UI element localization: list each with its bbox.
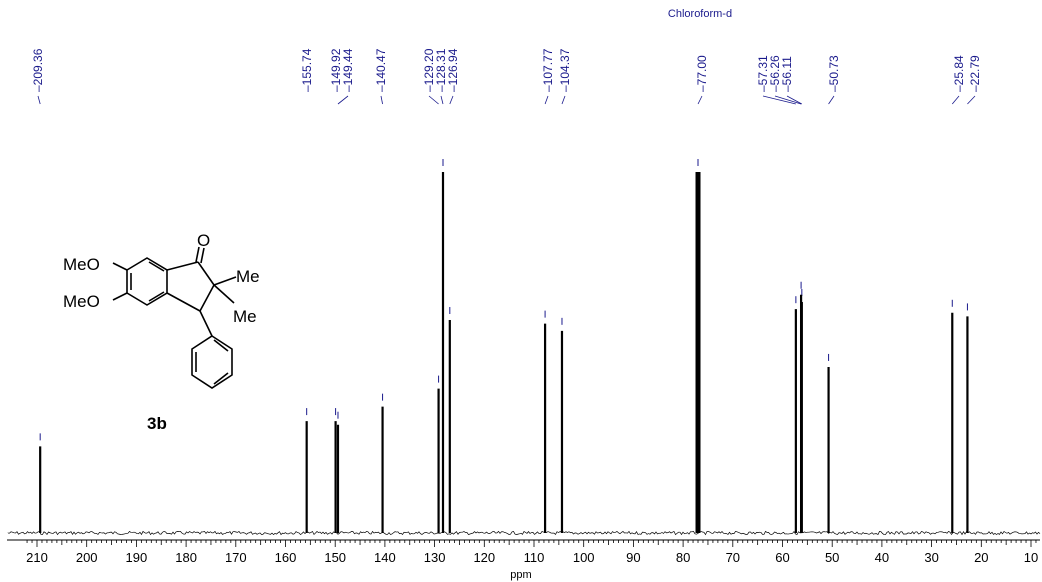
peak-label-connector-0 bbox=[37, 95, 41, 105]
methoxy-top-label: MeO bbox=[63, 255, 100, 274]
peak-label-connector-8 bbox=[544, 95, 549, 105]
peak-label-connector-14 bbox=[828, 95, 835, 105]
x-tick-label-160: 160 bbox=[275, 550, 297, 565]
x-tick-label-120: 120 bbox=[473, 550, 495, 565]
peak-label-connector-3 bbox=[337, 95, 349, 105]
solvent-label: Chloroform-d bbox=[668, 8, 732, 20]
peak-label-12: –56.26 bbox=[768, 55, 782, 92]
x-tick-label-50: 50 bbox=[825, 550, 839, 565]
x-tick-label-150: 150 bbox=[324, 550, 346, 565]
methyl-bottom-label: Me bbox=[233, 307, 257, 326]
x-axis-title: ppm bbox=[510, 569, 531, 581]
peak-label-0: –209.36 bbox=[31, 48, 45, 92]
peak-label-connector-13 bbox=[786, 95, 803, 105]
peak-label-3: –149.44 bbox=[341, 48, 355, 92]
x-tick-label-200: 200 bbox=[76, 550, 98, 565]
peak-label-7: –126.94 bbox=[446, 48, 460, 92]
chemical-structure bbox=[112, 246, 237, 389]
peak-label-2: –149.92 bbox=[329, 48, 343, 92]
peak-label-4: –140.47 bbox=[374, 48, 388, 92]
x-tick-label-70: 70 bbox=[726, 550, 740, 565]
peak-label-10: –77.00 bbox=[695, 55, 709, 92]
x-tick-label-110: 110 bbox=[524, 550, 545, 565]
peak-label-1: –155.74 bbox=[300, 48, 314, 92]
peak-label-connector-15 bbox=[951, 95, 960, 105]
peak-label-9: –104.37 bbox=[558, 48, 572, 92]
peak-label-6: –128.31 bbox=[434, 48, 448, 92]
x-tick-label-140: 140 bbox=[374, 550, 396, 565]
peak-group bbox=[39, 172, 969, 533]
peak-label-connector-5 bbox=[428, 95, 439, 105]
methyl-top-label: Me bbox=[236, 267, 260, 286]
peak-label-connector-10 bbox=[697, 95, 703, 105]
x-tick-label-90: 90 bbox=[626, 550, 640, 565]
x-tick-label-210: 210 bbox=[26, 550, 48, 565]
x-tick-label-60: 60 bbox=[775, 550, 789, 565]
x-tick-label-30: 30 bbox=[924, 550, 938, 565]
peak-label-14: –50.73 bbox=[827, 55, 841, 92]
baseline-noise bbox=[7, 530, 1041, 536]
carbonyl-oxygen-label: O bbox=[197, 231, 210, 250]
peak-label-16: –22.79 bbox=[968, 55, 982, 92]
peak-label-8: –107.77 bbox=[541, 48, 555, 92]
x-tick-label-80: 80 bbox=[676, 550, 690, 565]
peak-label-connector-11 bbox=[762, 95, 796, 105]
x-tick-label-10: 10 bbox=[1024, 550, 1038, 565]
peak-label-15: –25.84 bbox=[952, 55, 966, 92]
compound-label: 3b bbox=[147, 414, 167, 433]
peak-label-connector-9 bbox=[561, 95, 566, 105]
peak-label-connector-7 bbox=[449, 95, 454, 105]
peak-label-connector-6 bbox=[440, 95, 444, 105]
peak-label-5: –129.20 bbox=[422, 48, 436, 92]
peak-label-11: –57.31 bbox=[756, 55, 770, 92]
x-tick-label-20: 20 bbox=[974, 550, 988, 565]
phenyl-ring bbox=[191, 335, 233, 389]
peak-label-connector-12 bbox=[774, 95, 802, 105]
methoxy-bottom-label: MeO bbox=[63, 292, 100, 311]
peak-label-13: –56.11 bbox=[780, 56, 794, 92]
x-tick-label-40: 40 bbox=[875, 550, 889, 565]
aromatic-ring bbox=[126, 257, 168, 306]
x-tick-label-190: 190 bbox=[126, 550, 148, 565]
peak-label-connector-4 bbox=[380, 95, 383, 105]
peak-label-connector-16 bbox=[967, 95, 976, 105]
x-tick-label-130: 130 bbox=[424, 550, 446, 565]
x-tick-label-100: 100 bbox=[573, 550, 595, 565]
x-tick-label-180: 180 bbox=[175, 550, 197, 565]
peak-label-group: –209.36 –155.74 –149.92–149.44 –140.47 –129.… bbox=[31, 48, 982, 105]
x-tick-label-170: 170 bbox=[225, 550, 247, 565]
x-axis: 210 200 190 180 170 160 150 140 130 120 110 100 90 80… bbox=[7, 539, 1040, 565]
peak-tick-mark-group bbox=[39, 159, 968, 441]
